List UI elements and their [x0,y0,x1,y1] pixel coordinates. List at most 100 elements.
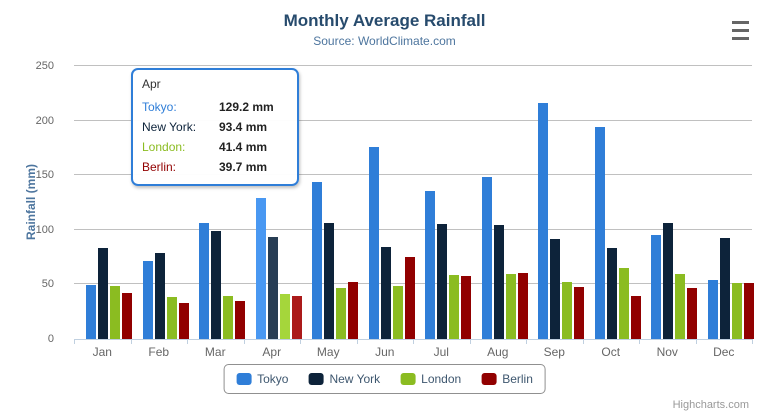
tooltip-series-value: 129.2 mm [219,100,274,114]
bar-london-nov[interactable] [675,274,686,339]
y-axis-label-100: 100 [35,224,54,236]
tooltip-series-value: 39.7 mm [219,160,268,174]
tooltip-series-label: Berlin: [142,160,177,174]
bar-berlin-sep[interactable] [574,287,585,339]
bar-london-dec[interactable] [731,283,742,339]
bar-group-sep [533,66,590,339]
bar-london-jun[interactable] [392,286,403,339]
bar-tokyo-dec[interactable] [707,280,718,339]
bar-new-york-mar[interactable] [211,231,222,339]
legend-symbol-icon [481,373,497,385]
legend-item-london[interactable]: London [400,372,461,386]
hamburger-icon [732,29,749,32]
bar-tokyo-feb[interactable] [142,261,153,339]
x-axis-tick [187,340,188,344]
x-axis-tick [74,340,75,344]
bar-group-jan [81,66,138,339]
x-axis-tick [752,340,753,344]
bar-berlin-apr[interactable] [291,296,302,339]
bar-london-feb[interactable] [166,297,177,339]
x-axis-tick [357,340,358,344]
x-axis-label-nov: Nov [656,345,678,359]
bar-berlin-may[interactable] [348,282,359,339]
credits-link[interactable]: Highcharts.com [672,399,749,411]
bar-group-jun [364,66,421,339]
bar-berlin-aug[interactable] [517,273,528,339]
bar-new-york-jun[interactable] [380,247,391,339]
bar-berlin-mar[interactable] [235,301,246,339]
bar-tokyo-oct[interactable] [594,127,605,339]
bar-london-may[interactable] [336,288,347,339]
legend-item-berlin[interactable]: Berlin [481,372,533,386]
x-axis-tick [526,340,527,344]
x-axis-tick [244,340,245,344]
bar-london-mar[interactable] [223,296,234,339]
x-axis-label-aug: Aug [487,345,509,359]
gridline-250 [74,65,752,66]
x-axis-tick [131,340,132,344]
bar-london-sep[interactable] [562,282,573,339]
bar-tokyo-apr[interactable] [255,198,266,339]
bar-london-aug[interactable] [505,274,516,339]
bar-berlin-oct[interactable] [630,296,641,339]
bar-new-york-jul[interactable] [437,224,448,339]
hamburger-icon [732,21,749,24]
tooltip-series-label: Tokyo: [142,100,177,114]
bar-berlin-feb[interactable] [178,303,189,339]
tooltip-rows: Tokyo: 129.2 mm New York: 93.4 mm London: 41.… [142,97,288,177]
x-axis-line [74,339,753,340]
bar-london-apr[interactable] [279,294,290,339]
bar-tokyo-aug[interactable] [481,177,492,339]
bar-london-oct[interactable] [618,268,629,339]
x-axis-label-oct: Oct [601,345,621,359]
bar-tokyo-nov[interactable] [651,235,662,339]
bar-group-apr [251,66,308,339]
bar-tokyo-sep[interactable] [538,103,549,339]
x-axis-label-jun: Jun [375,345,395,359]
bar-new-york-oct[interactable] [606,248,617,339]
legend-label: Tokyo [257,372,289,386]
tooltip-row: New York: 93.4 mm [142,117,288,137]
tooltip-row: Tokyo: 129.2 mm [142,97,288,117]
bar-tokyo-mar[interactable] [199,223,210,339]
hamburger-icon [732,37,749,40]
bar-tokyo-jul[interactable] [425,191,436,339]
tooltip-header: Apr [142,77,161,91]
bar-berlin-jun[interactable] [404,257,415,339]
legend-symbol-icon [400,373,416,385]
bar-new-york-aug[interactable] [493,225,504,339]
x-axis-labels: Jan Feb Mar Apr May Jun Jul Aug Sep Oct Nov Dec [74,345,752,359]
bar-group-dec [703,66,760,339]
bar-new-york-dec[interactable] [719,238,730,339]
legend-item-tokyo[interactable]: Tokyo [236,372,288,386]
chart-title: Monthly Average Rainfall [283,11,486,30]
bar-tokyo-jun[interactable] [368,147,379,339]
bar-new-york-jan[interactable] [98,248,109,339]
bar-berlin-dec[interactable] [743,283,754,339]
bar-berlin-jul[interactable] [461,276,472,339]
x-axis-label-feb: Feb [148,345,170,359]
bar-tokyo-may[interactable] [312,182,323,339]
bar-berlin-jan[interactable] [122,293,133,339]
bar-new-york-feb[interactable] [154,253,165,339]
bar-berlin-nov[interactable] [687,288,698,339]
x-axis-tick [639,340,640,344]
legend-item-new-york[interactable]: New York [308,372,380,386]
bar-group-jul [420,66,477,339]
bar-new-york-nov[interactable] [663,223,674,339]
bar-new-york-apr[interactable] [267,237,278,339]
y-axis-label-150: 150 [35,169,54,181]
bar-london-jan[interactable] [110,286,121,339]
bar-tokyo-jan[interactable] [86,285,97,339]
bar-new-york-may[interactable] [324,223,335,339]
tooltip-series-value: 41.4 mm [219,140,268,154]
bar-london-jul[interactable] [449,275,460,339]
plot-area [74,65,754,339]
y-axis-label-50: 50 [41,278,54,290]
x-axis-tick [696,340,697,344]
bar-group-aug [477,66,534,339]
legend-symbol-icon [236,373,252,385]
export-menu-button[interactable] [732,21,749,40]
bar-new-york-sep[interactable] [550,239,561,339]
y-axis-label-200: 200 [35,115,54,127]
